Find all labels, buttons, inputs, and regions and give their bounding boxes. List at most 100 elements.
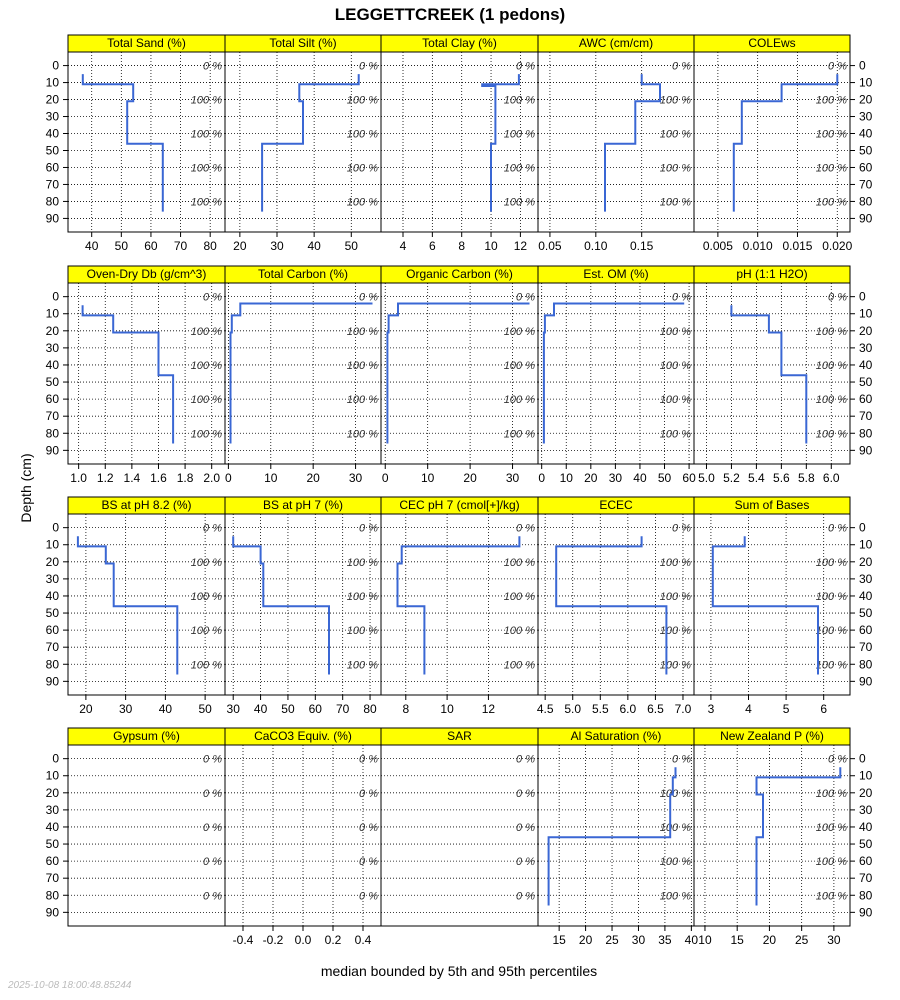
depth-tick-label-right: 40: [859, 127, 873, 141]
x-tick-label: 70: [336, 702, 350, 716]
percent-label: 0 %: [516, 822, 535, 834]
x-tick-label: 40: [685, 933, 699, 947]
percent-label: 100 %: [191, 129, 222, 141]
panel-title: CaCO3 Equiv. (%): [254, 729, 352, 743]
depth-tick-label-right: 10: [859, 76, 873, 90]
percent-label: 100 %: [816, 162, 847, 174]
x-tick-label: 7.0: [675, 702, 692, 716]
x-tick-label: 35: [658, 933, 672, 947]
percent-label: 100 %: [816, 196, 847, 208]
median-profile-line: [755, 767, 842, 906]
x-tick-label: 0: [538, 471, 545, 485]
percent-label: 0 %: [516, 856, 535, 868]
percent-label: 100 %: [347, 591, 378, 603]
panel-frame: [380, 744, 539, 927]
depth-tick-label-right: 60: [859, 623, 873, 637]
depth-tick-label-right: 70: [859, 177, 873, 191]
percent-label: 0 %: [516, 61, 535, 73]
depth-tick-label-left: 80: [46, 426, 60, 440]
percent-label: 100 %: [504, 659, 535, 671]
percent-label: 100 %: [660, 856, 691, 868]
depth-tick-label-right: 70: [859, 871, 873, 885]
x-tick-label: 12: [482, 702, 496, 716]
percent-label: 100 %: [347, 360, 378, 372]
depth-tick-label-left: 70: [46, 640, 60, 654]
panel-20: New Zealand P (%) 0 % 100 % 100 % 100 % 100 %…: [693, 727, 851, 947]
percent-label: 100 %: [504, 394, 535, 406]
percent-label: 100 %: [816, 788, 847, 800]
panel-16: Gypsum (%) 0 % 0 % 0 % 0 % 0 %: [67, 727, 226, 927]
depth-tick-label-left: 20: [46, 324, 60, 338]
depth-axis-row-4: 0 0 10 10 20 20 30 30 40 40 50 50 60 60 70 70 80 80 90 90: [46, 752, 873, 920]
depth-tick-label-right: 40: [859, 589, 873, 603]
x-tick-label: 12: [514, 239, 528, 253]
percent-label: 0 %: [203, 61, 222, 73]
x-tick-label: 0.020: [822, 239, 852, 253]
percent-label: 100 %: [816, 856, 847, 868]
x-tick-label: 20: [233, 239, 247, 253]
percent-label: 0 %: [203, 754, 222, 766]
x-tick-label: 0.0: [295, 933, 312, 947]
depth-axis-row-3: 0 0 10 10 20 20 30 30 40 40 50 50 60 60 70 70 80 80 90 90: [46, 521, 873, 689]
depth-tick-label-right: 0: [859, 290, 866, 304]
depth-tick-label-left: 80: [46, 888, 60, 902]
x-tick-label: 40: [85, 239, 99, 253]
median-profile-line: [76, 536, 179, 675]
x-tick-label: 0: [225, 471, 232, 485]
x-tick-label: -0.4: [233, 933, 254, 947]
x-tick-label: 80: [363, 702, 377, 716]
percent-label: 100 %: [347, 196, 378, 208]
percent-label: 100 %: [504, 162, 535, 174]
panel-title: Oven-Dry Db (g/cm^3): [87, 267, 207, 281]
panel-13: CEC pH 7 (cmol[+]/kg) 0 % 100 % 100 % 100 % 1…: [380, 496, 539, 716]
percent-label: 0 %: [828, 523, 847, 535]
percent-label: 100 %: [191, 557, 222, 569]
panel-title: COLEws: [748, 36, 795, 50]
depth-tick-label-left: 90: [46, 674, 60, 688]
x-tick-label: 20: [463, 471, 477, 485]
depth-tick-label-left: 10: [46, 76, 60, 90]
x-tick-label: 4.5: [537, 702, 554, 716]
depth-tick-label-right: 40: [859, 358, 873, 372]
percent-label: 0 %: [359, 822, 378, 834]
x-tick-label: 6: [429, 239, 436, 253]
percent-label: 100 %: [816, 129, 847, 141]
depth-tick-label-left: 0: [52, 521, 59, 535]
x-tick-label: 8: [458, 239, 465, 253]
median-profile-line: [555, 536, 668, 675]
x-tick-label: 15: [731, 933, 745, 947]
x-tick-label: 8: [402, 702, 409, 716]
depth-tick-label-left: 20: [46, 555, 60, 569]
median-profile-line: [732, 74, 839, 212]
x-axis-label: median bounded by 5th and 95th percentil…: [320, 963, 598, 979]
depth-axis-row-2: 0 0 10 10 20 20 30 30 40 40 50 50 60 60 70 70 80 80 90 90: [46, 290, 873, 458]
depth-tick-label-right: 60: [859, 854, 873, 868]
percent-label: 0 %: [359, 292, 378, 304]
x-tick-label: -0.2: [263, 933, 284, 947]
panel-3: Total Clay (%) 0 % 100 % 100 % 100 % 100 % 4 6 8…: [380, 34, 539, 253]
median-profile-line: [396, 536, 521, 675]
x-tick-label: 5.2: [723, 471, 740, 485]
depth-tick-label-left: 90: [46, 905, 60, 919]
x-tick-label: 30: [632, 933, 646, 947]
panel-title: Organic Carbon (%): [406, 267, 513, 281]
percent-label: 100 %: [191, 326, 222, 338]
x-tick-label: 25: [795, 933, 809, 947]
panel-frame: [693, 282, 851, 465]
x-tick-label: 1.0: [70, 471, 87, 485]
panel-8: Organic Carbon (%)0 % 100 % 100 % 100 % 100 …: [380, 265, 539, 485]
depth-tick-label-right: 20: [859, 324, 873, 338]
percent-label: 100 %: [504, 360, 535, 372]
depth-tick-label-left: 10: [46, 307, 60, 321]
depth-tick-label-right: 80: [859, 888, 873, 902]
depth-tick-label-right: 20: [859, 786, 873, 800]
percent-label: 100 %: [191, 428, 222, 440]
panel-12: BS at pH 7 (%) 0 % 100 % 100 % 100 % 100 % 30 4…: [224, 496, 382, 716]
percent-label: 0 %: [672, 61, 691, 73]
panel-title: Est. OM (%): [583, 267, 648, 281]
depth-tick-label-left: 60: [46, 854, 60, 868]
depth-tick-label-left: 50: [46, 837, 60, 851]
percent-label: 100 %: [816, 394, 847, 406]
percent-label: 100 %: [816, 591, 847, 603]
